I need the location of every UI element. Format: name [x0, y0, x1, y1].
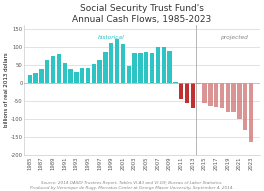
Bar: [220, 83, 224, 108]
Bar: [63, 63, 67, 83]
Bar: [167, 51, 172, 83]
Bar: [226, 83, 230, 112]
Bar: [208, 83, 213, 106]
Bar: [34, 73, 38, 83]
Bar: [185, 83, 189, 103]
Bar: [237, 83, 242, 119]
Bar: [121, 44, 125, 83]
Bar: [173, 82, 178, 83]
Y-axis label: billions of real 2013 dollars: billions of real 2013 dollars: [4, 53, 9, 127]
Bar: [80, 68, 84, 83]
Bar: [243, 83, 247, 129]
Bar: [68, 69, 73, 83]
Bar: [127, 66, 131, 83]
Bar: [27, 75, 32, 83]
Bar: [57, 54, 61, 83]
Bar: [156, 47, 160, 83]
Bar: [39, 69, 44, 83]
Bar: [45, 60, 49, 83]
Bar: [202, 83, 207, 103]
Bar: [144, 52, 148, 83]
Text: Source: 2014 OASDI Trustees Report, Tables VI.A3 and VI.G9; Bureau of Labor Stat: Source: 2014 OASDI Trustees Report, Tabl…: [30, 181, 234, 190]
Text: historical: historical: [98, 35, 125, 40]
Title: Social Security Trust Fund's
Annual Cash Flows, 1985-2023: Social Security Trust Fund's Annual Cash…: [72, 4, 211, 23]
Bar: [103, 52, 108, 83]
Bar: [97, 60, 102, 83]
Bar: [115, 40, 119, 83]
Bar: [179, 83, 183, 99]
Bar: [51, 56, 55, 83]
Bar: [74, 72, 79, 83]
Bar: [150, 53, 154, 83]
Text: projected: projected: [220, 35, 248, 40]
Bar: [138, 53, 143, 83]
Bar: [86, 68, 90, 83]
Bar: [214, 83, 218, 107]
Bar: [92, 64, 96, 83]
Bar: [196, 83, 201, 84]
Bar: [162, 47, 166, 83]
Bar: [109, 43, 114, 83]
Bar: [249, 83, 253, 142]
Bar: [232, 83, 236, 112]
Bar: [133, 53, 137, 83]
Bar: [191, 83, 195, 108]
